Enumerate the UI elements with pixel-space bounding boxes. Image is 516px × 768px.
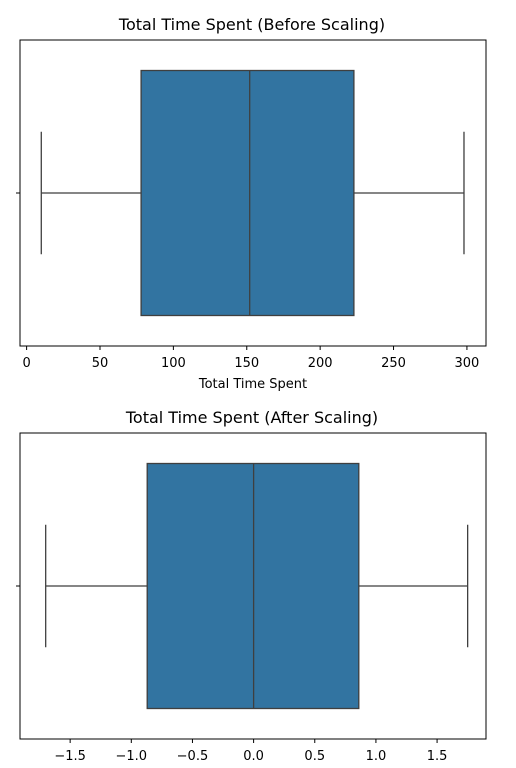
x-tick-label: 200 [308, 356, 333, 371]
chart-title: Total Time Spent (After Scaling) [125, 408, 378, 427]
x-tick-label: 300 [455, 356, 480, 371]
x-tick-label: 1.5 [427, 749, 448, 764]
x-tick-label: −0.5 [177, 749, 209, 764]
chart-title: Total Time Spent (Before Scaling) [118, 15, 385, 34]
x-tick-label: 0 [22, 356, 30, 371]
chart-after-scaling: Total Time Spent (After Scaling) −1.5 −1.… [16, 408, 487, 764]
x-tick-label: 50 [92, 356, 109, 371]
x-tick-label: −1.5 [54, 749, 86, 764]
x-axis-label: Total Time Spent [198, 377, 307, 392]
x-tick-label: 250 [381, 356, 406, 371]
chart-before-scaling: Total Time Spent (Before Scaling) 0 50 100… [16, 15, 487, 392]
x-tick-label: 1.0 [366, 749, 387, 764]
plot-marks: −1.5 −1.0 −0.5 0.0 0.5 1.0 1.5 [16, 462, 469, 764]
x-tick-label: 0.5 [304, 749, 325, 764]
plot-marks: 0 50 100 150 200 250 300 [16, 69, 480, 371]
x-tick-label: 150 [234, 356, 259, 371]
iqr-box [140, 69, 355, 317]
x-tick-label: 100 [161, 356, 186, 371]
x-tick-label: 0.0 [243, 749, 264, 764]
x-tick-label: −1.0 [116, 749, 148, 764]
